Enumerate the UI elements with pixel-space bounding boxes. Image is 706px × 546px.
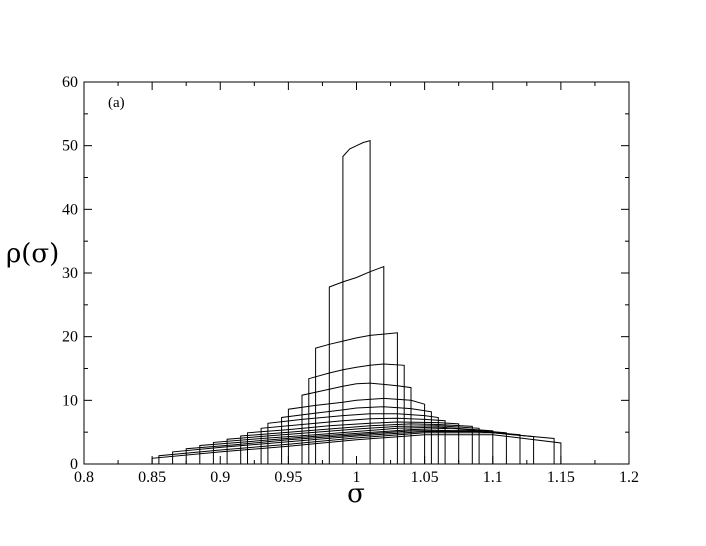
series-line-12 <box>226 425 480 464</box>
x-tick-label: 1 <box>353 469 361 486</box>
panel-label: (a) <box>108 95 125 111</box>
y-tick-label: 20 <box>62 329 78 346</box>
series-line-14 <box>199 427 507 464</box>
series-line-10 <box>247 421 460 464</box>
ticks-layer <box>83 81 630 465</box>
x-tick-label: 1.1 <box>483 469 503 486</box>
y-tick-label: 30 <box>62 265 78 282</box>
y-tick-label: 40 <box>62 201 78 218</box>
y-axis-label: ρ(σ) <box>6 239 59 269</box>
series-line-9 <box>260 417 446 464</box>
series-line-1 <box>342 139 371 464</box>
series-line-17 <box>158 432 555 464</box>
x-tick-label: 1.2 <box>619 469 639 486</box>
x-tick-label: 0.95 <box>274 469 302 486</box>
x-tick-label: 0.85 <box>138 469 166 486</box>
series-layer <box>151 139 562 464</box>
y-tick-label: 0 <box>70 456 78 473</box>
y-tick-label: 50 <box>62 138 78 155</box>
series-line-6 <box>287 397 426 464</box>
x-tick-label: 0.8 <box>74 469 94 486</box>
x-tick-label: 1.05 <box>411 469 439 486</box>
series-line-11 <box>240 423 473 464</box>
series-line-7 <box>281 406 432 464</box>
tick-labels-layer: 0.8 0.85 0.9 0.95 1 1.05 1.1 1.15 1.2 0 10 20 30 40 50… <box>62 74 639 486</box>
series-line-13 <box>212 426 494 464</box>
x-tick-label: 1.15 <box>547 469 575 486</box>
series-line-5 <box>301 382 412 464</box>
x-tick-label: 0.9 <box>210 469 230 486</box>
series-line-8 <box>267 413 439 464</box>
y-tick-label: 60 <box>62 74 78 91</box>
x-axis-label: σ <box>347 479 365 509</box>
series-line-15 <box>185 429 521 464</box>
y-tick-label: 10 <box>62 392 78 409</box>
series-line-4 <box>308 363 405 464</box>
series-line-18 <box>151 434 562 464</box>
plot-frame <box>83 81 630 465</box>
series-line-2 <box>328 265 385 464</box>
series-line-3 <box>315 332 398 464</box>
